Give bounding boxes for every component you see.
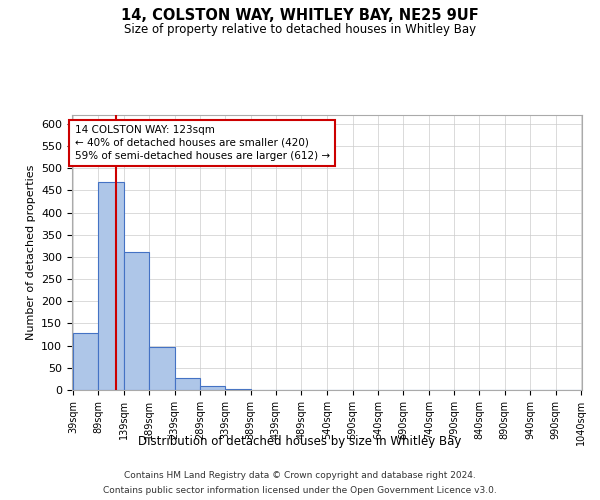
- Bar: [124, 252, 149, 390]
- Y-axis label: Number of detached properties: Number of detached properties: [26, 165, 35, 340]
- Text: 14 COLSTON WAY: 123sqm
← 40% of detached houses are smaller (420)
59% of semi-de: 14 COLSTON WAY: 123sqm ← 40% of detached…: [74, 125, 329, 161]
- Bar: [175, 378, 200, 390]
- Bar: [225, 388, 251, 390]
- Bar: [149, 347, 175, 390]
- Bar: [98, 182, 124, 390]
- Text: Contains public sector information licensed under the Open Government Licence v3: Contains public sector information licen…: [103, 486, 497, 495]
- Bar: [200, 386, 225, 390]
- Bar: [73, 333, 98, 390]
- Text: Distribution of detached houses by size in Whitley Bay: Distribution of detached houses by size …: [139, 435, 461, 448]
- Text: Contains HM Land Registry data © Crown copyright and database right 2024.: Contains HM Land Registry data © Crown c…: [124, 471, 476, 480]
- Text: 14, COLSTON WAY, WHITLEY BAY, NE25 9UF: 14, COLSTON WAY, WHITLEY BAY, NE25 9UF: [121, 8, 479, 22]
- Text: Size of property relative to detached houses in Whitley Bay: Size of property relative to detached ho…: [124, 22, 476, 36]
